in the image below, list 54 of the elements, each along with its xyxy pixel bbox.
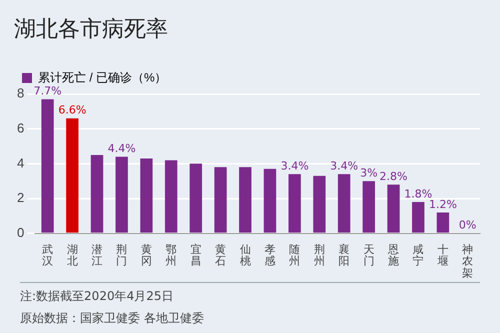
data-label: 7.7% xyxy=(34,84,62,98)
bar xyxy=(190,164,202,233)
x-tick-label: 黄石 xyxy=(215,243,226,268)
bar xyxy=(387,184,400,233)
bar xyxy=(313,176,326,233)
data-label: 0% xyxy=(458,218,476,232)
bar xyxy=(90,154,104,233)
y-tick-label: 6 xyxy=(16,120,24,136)
data-label: 3.4% xyxy=(330,159,358,172)
data-label: 1.2% xyxy=(428,198,457,211)
x-tick-label: 孝感 xyxy=(264,243,276,268)
x-tick-label: 宜昌 xyxy=(190,243,202,268)
x-tick-label: 襄阳 xyxy=(338,243,350,268)
bar xyxy=(66,118,78,233)
x-tick-label: 荆州 xyxy=(314,243,325,268)
x-tick-label: 神农架 xyxy=(462,243,474,280)
data-label: 3% xyxy=(360,166,378,180)
data-label: 6.6% xyxy=(58,104,86,117)
bar xyxy=(264,168,276,233)
text: 注:数据截至2020年4月25日 xyxy=(20,288,174,305)
y-tick-label: 0 xyxy=(16,224,24,240)
bar xyxy=(412,202,424,233)
bar xyxy=(214,167,227,233)
legend-label: 累计死亡 / 已确诊（%） xyxy=(38,70,167,84)
bar xyxy=(338,174,350,233)
y-tick-label: 8 xyxy=(16,86,24,101)
x-tick-label: 武汉 xyxy=(42,243,54,268)
x-tick-label: 随州 xyxy=(289,244,300,268)
x-tick-label: 荆门 xyxy=(116,243,128,268)
bar xyxy=(164,160,178,233)
data-label: 4.4% xyxy=(108,142,136,156)
data-label: 1.8% xyxy=(404,187,432,200)
x-tick-label: 黄冈 xyxy=(140,243,152,268)
data-label: 3.4% xyxy=(280,159,309,172)
x-tick-label: 湖北 xyxy=(66,244,78,268)
x-tick-label: 天门 xyxy=(363,244,374,268)
x-tick-label: 咸宁 xyxy=(412,243,424,268)
text: 原始数据：国家卫健委 各地卫健委 xyxy=(20,310,205,327)
data-label: 2.8% xyxy=(380,170,408,183)
y-tick-label: 4 xyxy=(16,155,24,170)
y-tick-label: 2 xyxy=(16,190,24,206)
chart-title: 湖北各市病死率 xyxy=(14,16,168,44)
bar xyxy=(140,158,153,233)
bar xyxy=(41,99,54,233)
x-tick-label: 鄂州 xyxy=(166,244,177,268)
bar xyxy=(362,181,375,233)
x-tick-label: 恩施 xyxy=(387,244,400,268)
bar xyxy=(239,167,252,233)
x-tick-label: 仙桃 xyxy=(240,244,251,268)
bar xyxy=(436,212,450,233)
x-tick-label: 十堰 xyxy=(436,243,448,268)
bar xyxy=(288,174,301,233)
bar xyxy=(116,156,128,233)
x-tick-label: 潜江 xyxy=(92,243,103,268)
